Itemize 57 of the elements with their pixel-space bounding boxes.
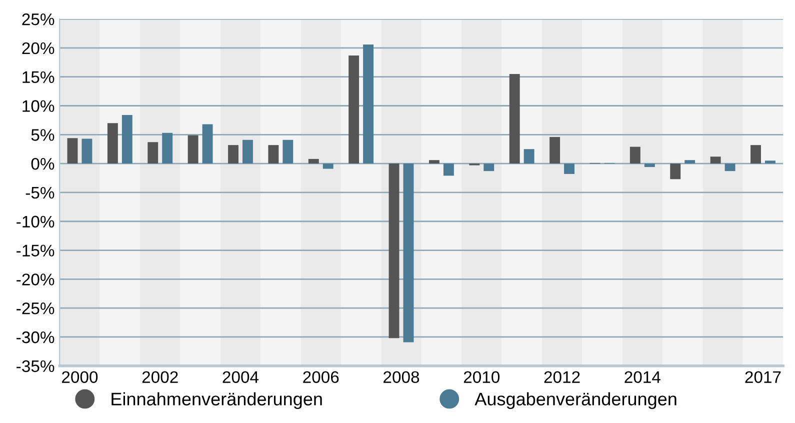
bar	[107, 123, 118, 164]
x-tick-label: 2010	[464, 371, 500, 383]
x-tick-label: 2008	[384, 371, 420, 383]
y-tick-label: -30%	[16, 331, 54, 344]
bar	[550, 136, 560, 164]
bar	[162, 132, 173, 164]
y-tick-label: 25%	[22, 13, 54, 26]
bar	[524, 149, 534, 164]
y-tick-label: 10%	[22, 100, 54, 112]
bar	[630, 146, 640, 164]
x-tick-label: 2000	[62, 371, 98, 383]
bar	[644, 164, 655, 168]
y-tick-label: -35%	[16, 360, 54, 372]
bar	[388, 164, 400, 338]
y-tick-label: -10%	[16, 216, 54, 228]
bar	[188, 135, 198, 164]
x-tick-label: 2012	[544, 371, 580, 383]
bar	[202, 124, 213, 164]
bar	[443, 164, 454, 176]
x-tick-label: 2002	[142, 371, 178, 383]
bar	[148, 142, 158, 164]
bar	[308, 158, 319, 164]
bar	[764, 160, 776, 164]
x-tick-label: 2006	[303, 371, 339, 383]
bar	[750, 145, 761, 164]
bar	[363, 44, 374, 164]
bar	[684, 160, 696, 164]
y-tick-label: -25%	[16, 302, 54, 314]
y-tick-label: 0%	[31, 158, 54, 170]
x-tick-label: 2014	[624, 371, 660, 383]
bar	[67, 138, 78, 164]
bar	[509, 74, 520, 164]
bar	[724, 164, 736, 172]
bar	[710, 156, 721, 164]
y-tick-label: -15%	[16, 244, 54, 256]
bar	[484, 164, 494, 172]
bar	[282, 140, 294, 164]
x-tick-label: 2017	[745, 371, 781, 383]
x-tick-label: 2004	[222, 371, 259, 383]
y-tick-label: 20%	[22, 42, 54, 54]
bar	[268, 145, 279, 164]
y-tick-label: -20%	[16, 274, 54, 286]
bar	[564, 164, 574, 174]
bar	[122, 115, 132, 164]
y-tick-label: 5%	[31, 129, 54, 141]
bar	[228, 145, 238, 164]
bar	[428, 160, 440, 164]
y-tick-label: 15%	[22, 71, 54, 84]
bar	[322, 164, 334, 169]
bar	[670, 164, 681, 180]
bar	[403, 164, 414, 342]
legend-label: Einnahmenveränderungen	[112, 392, 322, 410]
legend-label: Ausgabenveränderungen	[474, 392, 676, 410]
bar	[242, 140, 253, 164]
bar	[348, 55, 360, 164]
bar	[82, 138, 92, 164]
y-tick-label: -5%	[26, 186, 54, 199]
